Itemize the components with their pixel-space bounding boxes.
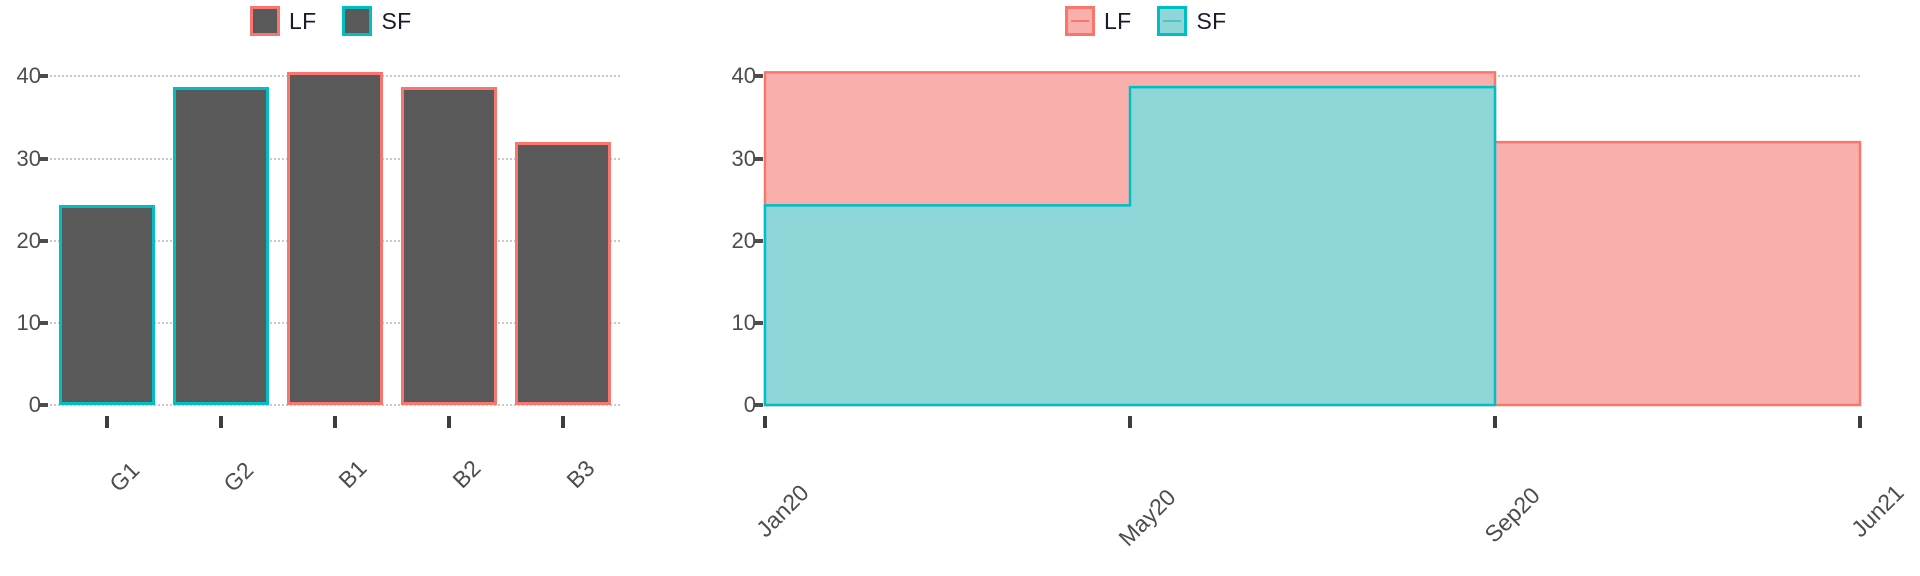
x-tick-mark: [1128, 416, 1132, 428]
legend-entry-sf[interactable]: SF: [1157, 6, 1226, 36]
y-tick-label: 30: [16, 145, 41, 171]
x-tick-mark: [561, 416, 565, 428]
legend-entry-lf[interactable]: LF: [250, 6, 316, 36]
x-tick-mark: [219, 416, 223, 428]
area-chart-panel: LF SF 0 10 20 30 40 Jan20 May20 Sep20 Jun21: [660, 0, 1920, 576]
area-chart-legend: LF SF: [1065, 4, 1226, 38]
y-tick-mark: [39, 74, 48, 79]
x-tick-mark: [763, 416, 767, 428]
y-tick-mark: [39, 156, 48, 161]
x-tick-label: Jan20: [751, 479, 814, 543]
bar-G1[interactable]: [59, 205, 155, 405]
legend-entry-sf[interactable]: SF: [342, 6, 411, 36]
bar-B1[interactable]: [287, 72, 383, 405]
area-chart-plot-area: 0 10 20 30 40 Jan20 May20 Sep20 Jun21: [732, 60, 1909, 551]
legend-label-sf: SF: [381, 7, 412, 34]
y-tick-label: 20: [731, 227, 756, 253]
y-tick-mark: [754, 238, 763, 243]
y-tick-label: 20: [16, 227, 41, 253]
y-tick-mark: [754, 74, 763, 79]
x-tick-label: B1: [333, 454, 372, 494]
x-tick-label: Sep20: [1479, 482, 1545, 548]
bar-B2[interactable]: [401, 87, 497, 405]
x-tick-label: Jun21: [1846, 479, 1909, 543]
bar-B3[interactable]: [515, 142, 611, 405]
y-gridline: [50, 404, 620, 406]
x-tick-label: G2: [218, 456, 259, 497]
step-area-layer: [763, 60, 1862, 407]
y-tick-mark: [754, 156, 763, 161]
x-tick-label: G1: [104, 456, 145, 497]
x-tick-mark: [105, 416, 109, 428]
y-tick-label: 0: [743, 392, 756, 417]
y-tick-label: 0: [28, 392, 41, 417]
x-tick-mark: [333, 416, 337, 428]
y-tick-label: 10: [16, 309, 41, 335]
legend-swatch-sf-icon: [1157, 6, 1188, 36]
legend-label-lf: LF: [289, 7, 317, 34]
x-tick-label: May20: [1113, 483, 1181, 552]
y-tick-mark: [39, 320, 48, 325]
bar-G2[interactable]: [173, 87, 269, 405]
x-tick-label: B3: [561, 454, 600, 494]
y-tick-mark: [39, 403, 48, 407]
legend-label-lf: LF: [1104, 7, 1132, 34]
bar-chart-panel: LF SF 0 10 20 30 40 G1 G2 B1 B2 B3: [0, 0, 660, 576]
legend-swatch-lf-icon: [250, 6, 280, 36]
legend-entry-lf[interactable]: LF: [1065, 6, 1131, 36]
bar-chart-legend: LF SF: [250, 4, 411, 38]
x-tick-mark: [447, 416, 451, 428]
y-tick-mark: [754, 320, 763, 325]
x-tick-mark: [1493, 416, 1497, 428]
x-tick-label: B2: [447, 454, 486, 494]
legend-swatch-lf-icon: [1065, 6, 1095, 36]
y-tick-mark: [39, 238, 48, 243]
y-tick-label: 40: [731, 63, 756, 89]
y-tick-label: 40: [16, 63, 41, 89]
bar-chart-plot-area: 0 10 20 30 40 G1 G2 B1 B2 B3: [17, 60, 620, 497]
y-tick-label: 30: [731, 145, 756, 171]
area-series-SF[interactable]: [763, 85, 1497, 407]
y-tick-label: 10: [731, 309, 756, 335]
x-tick-mark: [1858, 416, 1862, 428]
legend-swatch-sf-icon: [342, 6, 373, 36]
y-tick-mark: [754, 403, 763, 407]
legend-label-sf: SF: [1196, 7, 1227, 34]
